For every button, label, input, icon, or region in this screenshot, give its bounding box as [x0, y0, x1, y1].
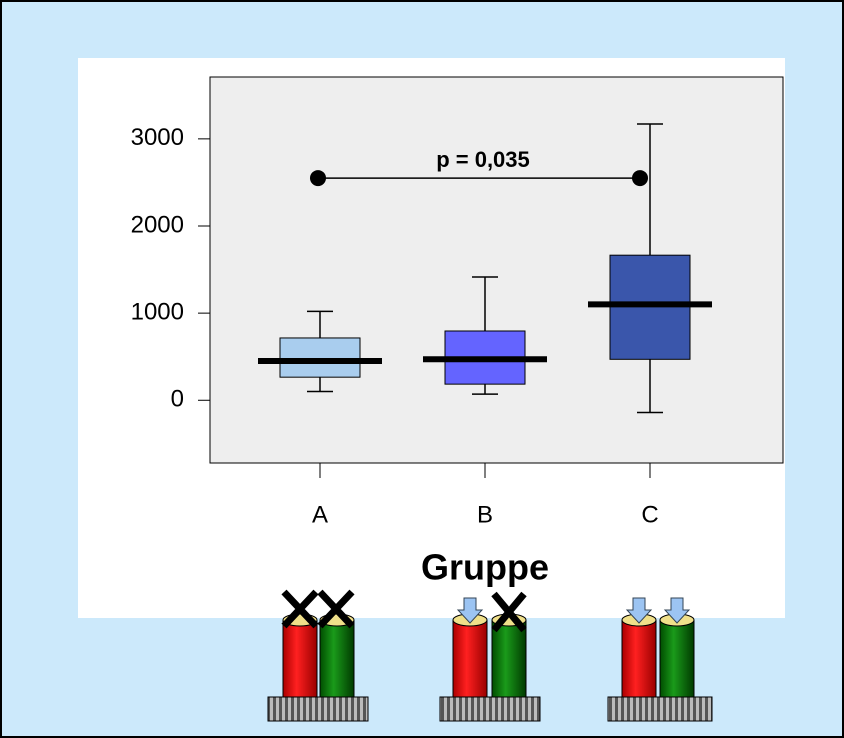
- x-axis-label: Gruppe: [421, 547, 549, 588]
- x-tick-label: B: [477, 501, 493, 528]
- x-tick-label: C: [641, 501, 658, 528]
- screen: 0 1000 2000 3000 A B C Gruppe p = 0,035: [0, 0, 844, 738]
- significance-point: [310, 170, 326, 186]
- x-tick-label: A: [312, 501, 328, 528]
- plot-area: [210, 77, 783, 463]
- significance-label: p = 0,035: [436, 147, 530, 172]
- box: [280, 338, 360, 377]
- significance-point: [632, 170, 648, 186]
- y-tick-label: 3000: [131, 124, 184, 151]
- y-tick-label: 2000: [131, 211, 184, 238]
- y-tick-label: 0: [171, 386, 184, 413]
- y-tick-label: 1000: [131, 298, 184, 325]
